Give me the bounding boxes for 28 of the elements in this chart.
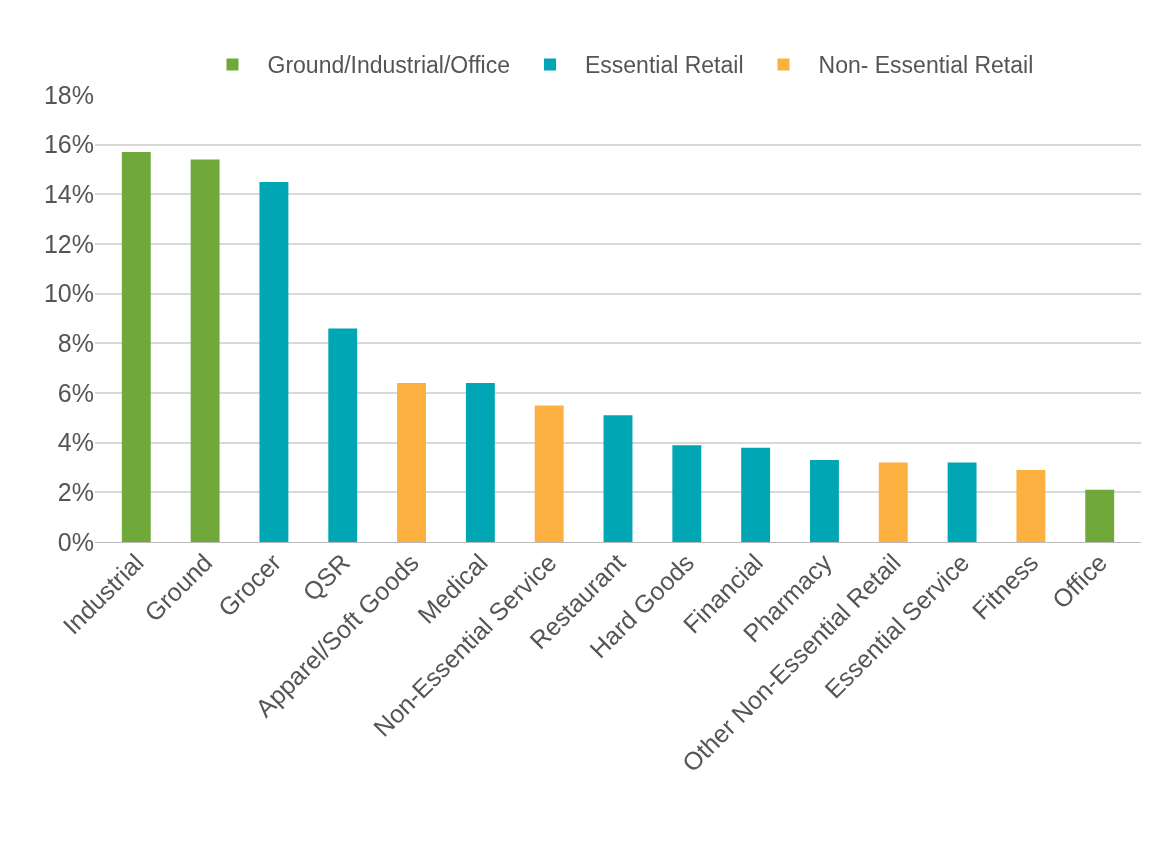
bar (878, 462, 908, 542)
y-tick-label: 2% (57, 478, 94, 507)
bar (947, 462, 977, 542)
bar (328, 328, 358, 542)
legend-label: Essential Retail (584, 52, 744, 79)
y-tick-label: 10% (43, 279, 94, 308)
bar (1016, 469, 1046, 542)
bar (672, 445, 702, 542)
bar (465, 383, 495, 542)
bar (1085, 489, 1115, 542)
bar (534, 405, 564, 542)
y-tick-label: 8% (57, 329, 94, 358)
bar (259, 181, 289, 542)
legend-label: Ground/Industrial/Office (267, 52, 510, 79)
bar (741, 447, 771, 542)
y-tick-label: 14% (43, 180, 94, 209)
bar (121, 152, 151, 542)
bar (810, 460, 839, 542)
legend-label: Non- Essential Retail (818, 52, 1034, 79)
y-tick-label: 12% (43, 229, 94, 258)
bar (190, 159, 220, 542)
y-tick-label: 6% (57, 378, 94, 407)
bar (397, 383, 426, 542)
y-tick-label: 4% (57, 428, 94, 457)
y-tick-label: 18% (43, 80, 94, 109)
bar (603, 415, 633, 542)
y-tick-label: 0% (57, 527, 94, 556)
y-tick-label: 16% (43, 130, 94, 159)
